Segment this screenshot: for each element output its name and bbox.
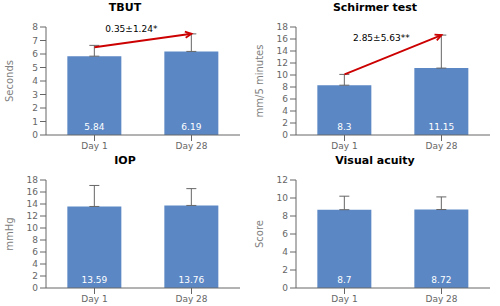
- svg-text:8.72: 8.72: [431, 275, 451, 285]
- svg-text:6: 6: [32, 247, 38, 257]
- svg-text:13.59: 13.59: [81, 275, 107, 285]
- svg-text:5: 5: [32, 63, 38, 73]
- svg-text:11.15: 11.15: [428, 122, 454, 132]
- svg-text:2.85±5.63**: 2.85±5.63**: [353, 33, 410, 43]
- svg-text:2: 2: [282, 265, 288, 275]
- svg-text:16: 16: [277, 34, 289, 44]
- svg-text:4: 4: [282, 106, 288, 116]
- svg-text:0: 0: [32, 130, 38, 140]
- svg-text:Score: Score: [254, 220, 265, 248]
- html-text:IOP: IOP: [114, 154, 136, 167]
- svg-text:6: 6: [32, 49, 38, 59]
- svg-text:8: 8: [282, 82, 288, 92]
- svg-text:16: 16: [27, 187, 39, 197]
- svg-text:5.84: 5.84: [84, 122, 104, 132]
- svg-text:Day 1: Day 1: [331, 294, 357, 304]
- svg-text:7: 7: [32, 36, 38, 46]
- svg-text:10: 10: [27, 223, 39, 233]
- svg-text:13.76: 13.76: [178, 275, 204, 285]
- svg-text:12: 12: [277, 58, 288, 68]
- html-text:TBUT: TBUT: [108, 1, 142, 14]
- svg-text:Day 1: Day 1: [81, 294, 107, 304]
- svg-text:14: 14: [277, 46, 289, 56]
- svg-text:8: 8: [32, 22, 38, 32]
- svg-text:3: 3: [32, 90, 38, 100]
- svg-text:6: 6: [282, 94, 288, 104]
- svg-text:Day 28: Day 28: [425, 141, 457, 151]
- svg-text:Seconds: Seconds: [8, 60, 15, 102]
- svg-text:14: 14: [27, 199, 39, 209]
- svg-text:Day 28: Day 28: [175, 294, 207, 304]
- svg-text:18: 18: [277, 22, 289, 32]
- svg-text:0: 0: [32, 283, 38, 293]
- svg-text:0: 0: [282, 283, 288, 293]
- svg-text:6: 6: [282, 229, 288, 239]
- svg-text:12: 12: [27, 211, 38, 221]
- svg-text:Day 28: Day 28: [425, 294, 457, 304]
- svg-text:2: 2: [282, 118, 288, 128]
- html-text:Visual acuity: Visual acuity: [335, 154, 415, 167]
- svg-text:6.19: 6.19: [181, 122, 201, 132]
- svg-text:4: 4: [282, 247, 288, 257]
- svg-text:8: 8: [282, 211, 288, 221]
- svg-text:Day 28: Day 28: [175, 141, 207, 151]
- svg-text:mm/5 minutes: mm/5 minutes: [254, 45, 265, 118]
- svg-text:mmHg: mmHg: [8, 217, 15, 250]
- svg-text:18: 18: [27, 175, 39, 185]
- svg-text:2: 2: [32, 271, 38, 281]
- svg-text:4: 4: [32, 259, 38, 269]
- html-text:Schirmer test: Schirmer test: [332, 1, 418, 14]
- svg-text:8.3: 8.3: [337, 122, 351, 132]
- svg-text:1: 1: [32, 117, 38, 127]
- svg-text:2: 2: [32, 103, 38, 113]
- svg-text:8.7: 8.7: [337, 275, 351, 285]
- svg-text:10: 10: [277, 70, 289, 80]
- svg-text:8: 8: [32, 235, 38, 245]
- svg-text:10: 10: [277, 193, 289, 203]
- svg-text:12: 12: [277, 175, 288, 185]
- svg-text:Day 1: Day 1: [81, 141, 107, 151]
- svg-text:0: 0: [282, 130, 288, 140]
- svg-text:Day 1: Day 1: [331, 141, 357, 151]
- svg-text:0.35±1.24*: 0.35±1.24*: [105, 24, 158, 34]
- svg-text:4: 4: [32, 76, 38, 86]
